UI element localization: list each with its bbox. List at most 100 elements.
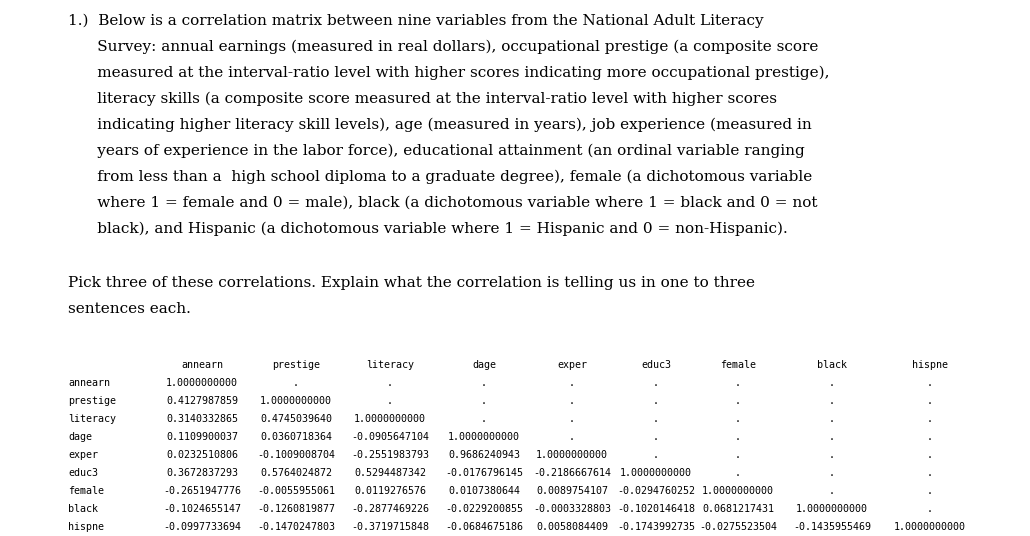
Text: .: . bbox=[829, 396, 835, 406]
Text: literacy: literacy bbox=[366, 360, 414, 370]
Text: .: . bbox=[293, 378, 299, 388]
Text: black: black bbox=[817, 360, 847, 370]
Text: .: . bbox=[927, 486, 933, 496]
Text: .: . bbox=[569, 396, 575, 406]
Text: .: . bbox=[387, 396, 393, 406]
Text: where 1 = female and 0 = male), black (a dichotomous variable where 1 = black an: where 1 = female and 0 = male), black (a… bbox=[68, 196, 818, 210]
Text: -0.1009008704: -0.1009008704 bbox=[258, 450, 335, 460]
Text: exper: exper bbox=[557, 360, 587, 370]
Text: 0.4745039640: 0.4745039640 bbox=[260, 414, 332, 424]
Text: -0.0905647104: -0.0905647104 bbox=[351, 432, 430, 442]
Text: -0.1020146418: -0.1020146418 bbox=[617, 504, 695, 514]
Text: 0.0232510806: 0.0232510806 bbox=[166, 450, 238, 460]
Text: 0.0681217431: 0.0681217431 bbox=[702, 504, 774, 514]
Text: female: female bbox=[68, 486, 104, 496]
Text: Pick three of these correlations. Explain what the correlation is telling us in : Pick three of these correlations. Explai… bbox=[68, 276, 755, 290]
Text: female: female bbox=[720, 360, 756, 370]
Text: 1.0000000000: 1.0000000000 bbox=[536, 450, 608, 460]
Text: black: black bbox=[68, 504, 98, 514]
Text: .: . bbox=[653, 450, 659, 460]
Text: educ3: educ3 bbox=[68, 468, 98, 478]
Text: -0.0176796145: -0.0176796145 bbox=[445, 468, 523, 478]
Text: .: . bbox=[829, 432, 835, 442]
Text: 0.5764024872: 0.5764024872 bbox=[260, 468, 332, 478]
Text: .: . bbox=[829, 414, 835, 424]
Text: -0.0229200855: -0.0229200855 bbox=[445, 504, 523, 514]
Text: 1.0000000000: 1.0000000000 bbox=[166, 378, 238, 388]
Text: educ3: educ3 bbox=[641, 360, 671, 370]
Text: -0.1435955469: -0.1435955469 bbox=[793, 522, 871, 532]
Text: -0.1260819877: -0.1260819877 bbox=[258, 504, 335, 514]
Text: 1.0000000000: 1.0000000000 bbox=[260, 396, 332, 406]
Text: .: . bbox=[735, 414, 741, 424]
Text: .: . bbox=[653, 396, 659, 406]
Text: .: . bbox=[569, 378, 575, 388]
Text: 0.4127987859: 0.4127987859 bbox=[166, 396, 238, 406]
Text: .: . bbox=[927, 414, 933, 424]
Text: prestige: prestige bbox=[68, 396, 116, 406]
Text: -0.3719715848: -0.3719715848 bbox=[351, 522, 430, 532]
Text: -0.1743992735: -0.1743992735 bbox=[617, 522, 695, 532]
Text: Survey: annual earnings (measured in real dollars), occupational prestige (a com: Survey: annual earnings (measured in rea… bbox=[68, 40, 819, 54]
Text: .: . bbox=[569, 414, 575, 424]
Text: .: . bbox=[735, 468, 741, 478]
Text: from less than a  high school diploma to a graduate degree), female (a dichotomo: from less than a high school diploma to … bbox=[68, 170, 813, 184]
Text: 0.0360718364: 0.0360718364 bbox=[260, 432, 332, 442]
Text: -0.2551983793: -0.2551983793 bbox=[351, 450, 430, 460]
Text: dage: dage bbox=[68, 432, 92, 442]
Text: .: . bbox=[829, 486, 835, 496]
Text: .: . bbox=[927, 504, 933, 514]
Text: .: . bbox=[829, 378, 835, 388]
Text: .: . bbox=[481, 414, 487, 424]
Text: 0.0119276576: 0.0119276576 bbox=[354, 486, 426, 496]
Text: .: . bbox=[735, 432, 741, 442]
Text: .: . bbox=[653, 378, 659, 388]
Text: 1.0000000000: 1.0000000000 bbox=[796, 504, 868, 514]
Text: literacy: literacy bbox=[68, 414, 116, 424]
Text: .: . bbox=[735, 378, 741, 388]
Text: 1.0000000000: 1.0000000000 bbox=[894, 522, 966, 532]
Text: -0.0684675186: -0.0684675186 bbox=[445, 522, 523, 532]
Text: -0.0003328803: -0.0003328803 bbox=[533, 504, 611, 514]
Text: 0.5294487342: 0.5294487342 bbox=[354, 468, 426, 478]
Text: -0.0055955061: -0.0055955061 bbox=[258, 486, 335, 496]
Text: .: . bbox=[481, 378, 487, 388]
Text: 1.0000000000: 1.0000000000 bbox=[620, 468, 692, 478]
Text: black), and Hispanic (a dichotomous variable where 1 = Hispanic and 0 = non-Hisp: black), and Hispanic (a dichotomous vari… bbox=[68, 222, 788, 236]
Text: hispne: hispne bbox=[912, 360, 948, 370]
Text: measured at the interval-ratio level with higher scores indicating more occupati: measured at the interval-ratio level wit… bbox=[68, 66, 829, 80]
Text: 0.0058084409: 0.0058084409 bbox=[536, 522, 608, 532]
Text: 1.0000000000: 1.0000000000 bbox=[448, 432, 520, 442]
Text: -0.0275523504: -0.0275523504 bbox=[699, 522, 777, 532]
Text: -0.1470247803: -0.1470247803 bbox=[258, 522, 335, 532]
Text: .: . bbox=[387, 378, 393, 388]
Text: annearn: annearn bbox=[181, 360, 224, 370]
Text: 1.0000000000: 1.0000000000 bbox=[702, 486, 774, 496]
Text: .: . bbox=[927, 396, 933, 406]
Text: literacy skills (a composite score measured at the interval-ratio level with hig: literacy skills (a composite score measu… bbox=[68, 92, 777, 106]
Text: .: . bbox=[927, 378, 933, 388]
Text: -0.2877469226: -0.2877469226 bbox=[351, 504, 430, 514]
Text: .: . bbox=[829, 468, 835, 478]
Text: -0.0294760252: -0.0294760252 bbox=[617, 486, 695, 496]
Text: 1.)  Below is a correlation matrix between nine variables from the National Adul: 1.) Below is a correlation matrix betwee… bbox=[68, 14, 763, 28]
Text: -0.1024655147: -0.1024655147 bbox=[163, 504, 241, 514]
Text: .: . bbox=[927, 450, 933, 460]
Text: exper: exper bbox=[68, 450, 98, 460]
Text: prestige: prestige bbox=[272, 360, 320, 370]
Text: .: . bbox=[653, 414, 659, 424]
Text: 0.9686240943: 0.9686240943 bbox=[448, 450, 520, 460]
Text: .: . bbox=[653, 432, 659, 442]
Text: -0.2651947776: -0.2651947776 bbox=[163, 486, 241, 496]
Text: .: . bbox=[927, 468, 933, 478]
Text: 0.3672837293: 0.3672837293 bbox=[166, 468, 238, 478]
Text: -0.2186667614: -0.2186667614 bbox=[533, 468, 611, 478]
Text: 0.1109900037: 0.1109900037 bbox=[166, 432, 238, 442]
Text: .: . bbox=[735, 396, 741, 406]
Text: -0.0997733694: -0.0997733694 bbox=[163, 522, 241, 532]
Text: .: . bbox=[735, 450, 741, 460]
Text: .: . bbox=[927, 432, 933, 442]
Text: 0.0089754107: 0.0089754107 bbox=[536, 486, 608, 496]
Text: .: . bbox=[829, 450, 835, 460]
Text: years of experience in the labor force), educational attainment (an ordinal vari: years of experience in the labor force),… bbox=[68, 144, 804, 159]
